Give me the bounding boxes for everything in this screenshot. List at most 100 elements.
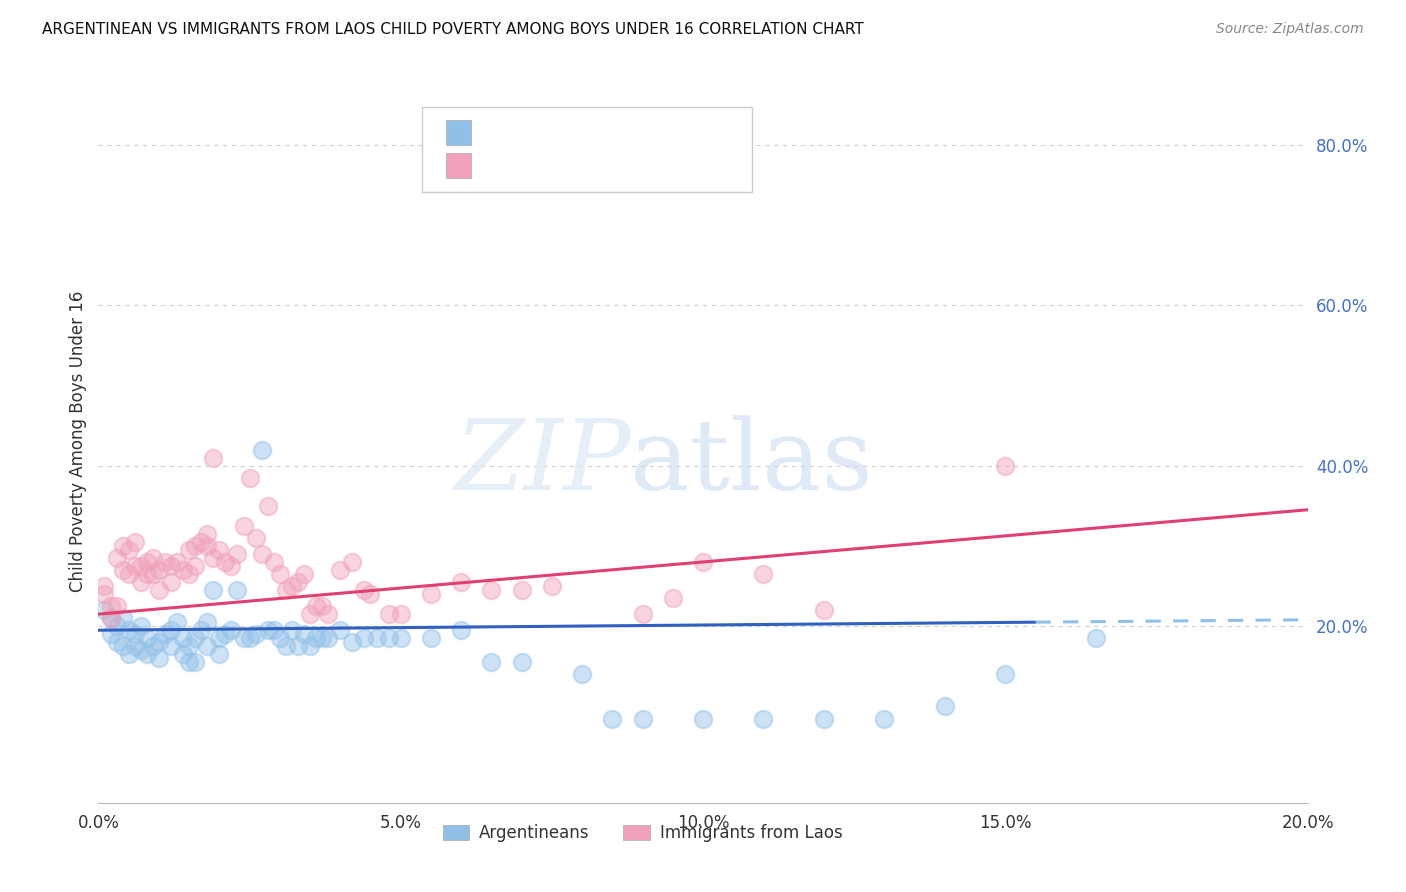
Point bbox=[299, 607, 322, 621]
Point bbox=[269, 632, 291, 646]
Point bbox=[245, 531, 267, 545]
Point bbox=[129, 558, 152, 573]
Point bbox=[208, 648, 231, 662]
Point bbox=[221, 623, 243, 637]
Point bbox=[377, 607, 399, 621]
Point bbox=[179, 655, 201, 669]
Point bbox=[135, 648, 157, 662]
Text: Source: ZipAtlas.com: Source: ZipAtlas.com bbox=[1216, 22, 1364, 37]
Point bbox=[752, 712, 775, 726]
Point bbox=[232, 632, 254, 646]
Point bbox=[142, 567, 165, 582]
Point bbox=[631, 607, 654, 621]
Point bbox=[111, 611, 134, 625]
Point bbox=[481, 583, 503, 598]
Point bbox=[214, 555, 236, 569]
Point bbox=[263, 555, 285, 569]
Point bbox=[179, 567, 201, 582]
Point bbox=[124, 558, 146, 573]
Point bbox=[420, 632, 443, 646]
Point bbox=[160, 623, 183, 637]
Text: 60: 60 bbox=[634, 157, 657, 175]
Point bbox=[450, 574, 472, 589]
Point bbox=[184, 632, 207, 646]
Point bbox=[342, 635, 364, 649]
Text: 0.016: 0.016 bbox=[522, 124, 572, 142]
Point bbox=[105, 551, 128, 566]
Point bbox=[111, 639, 134, 653]
Point bbox=[692, 712, 714, 726]
Point bbox=[353, 632, 375, 646]
Point bbox=[450, 623, 472, 637]
Point bbox=[93, 587, 115, 601]
Point bbox=[329, 563, 352, 577]
Point bbox=[510, 583, 533, 598]
Point bbox=[160, 558, 183, 573]
Point bbox=[281, 623, 304, 637]
Point bbox=[118, 648, 141, 662]
Point bbox=[160, 639, 183, 653]
Point bbox=[602, 712, 624, 726]
Point bbox=[202, 551, 225, 566]
Point bbox=[148, 563, 170, 577]
Point bbox=[148, 635, 170, 649]
Point bbox=[571, 667, 593, 681]
Point bbox=[316, 607, 339, 621]
Point bbox=[281, 579, 304, 593]
Point bbox=[142, 639, 165, 653]
Text: ARGENTINEAN VS IMMIGRANTS FROM LAOS CHILD POVERTY AMONG BOYS UNDER 16 CORRELATIO: ARGENTINEAN VS IMMIGRANTS FROM LAOS CHIL… bbox=[42, 22, 863, 37]
Point bbox=[813, 712, 835, 726]
Point bbox=[153, 627, 176, 641]
Point bbox=[239, 632, 262, 646]
Point bbox=[190, 623, 212, 637]
Point bbox=[195, 639, 218, 653]
Point bbox=[239, 470, 262, 484]
Point bbox=[269, 567, 291, 582]
Point bbox=[311, 632, 333, 646]
Point bbox=[124, 534, 146, 549]
Text: ZIP: ZIP bbox=[454, 416, 630, 511]
Point bbox=[377, 632, 399, 646]
Point bbox=[148, 651, 170, 665]
Legend: Argentineans, Immigrants from Laos: Argentineans, Immigrants from Laos bbox=[436, 817, 849, 848]
Point bbox=[510, 655, 533, 669]
Point bbox=[232, 518, 254, 533]
Point bbox=[250, 442, 273, 457]
Point bbox=[105, 619, 128, 633]
Text: R =: R = bbox=[482, 124, 522, 142]
Point bbox=[208, 632, 231, 646]
Point bbox=[389, 632, 412, 646]
Text: N =: N = bbox=[583, 157, 636, 175]
Point bbox=[111, 563, 134, 577]
Point bbox=[184, 539, 207, 553]
Text: 0.197: 0.197 bbox=[522, 157, 574, 175]
Point bbox=[93, 603, 115, 617]
Point bbox=[100, 599, 122, 614]
Text: atlas: atlas bbox=[630, 416, 873, 511]
Point bbox=[263, 623, 285, 637]
Point bbox=[274, 639, 297, 653]
Point bbox=[256, 499, 278, 513]
Point bbox=[142, 551, 165, 566]
Point bbox=[752, 567, 775, 582]
Point bbox=[873, 712, 896, 726]
Point bbox=[661, 591, 683, 606]
Text: 60: 60 bbox=[634, 124, 657, 142]
Point bbox=[305, 599, 328, 614]
Text: R =: R = bbox=[482, 157, 522, 175]
Point bbox=[1085, 632, 1108, 646]
Point bbox=[389, 607, 412, 621]
Point bbox=[129, 643, 152, 657]
Point bbox=[994, 458, 1017, 473]
Point bbox=[420, 587, 443, 601]
Point bbox=[256, 623, 278, 637]
Point bbox=[100, 627, 122, 641]
Point bbox=[329, 623, 352, 637]
Point bbox=[172, 632, 194, 646]
Point bbox=[214, 627, 236, 641]
Text: N =: N = bbox=[583, 124, 636, 142]
Point bbox=[166, 615, 188, 630]
Point bbox=[226, 583, 249, 598]
Point bbox=[540, 579, 562, 593]
Y-axis label: Child Poverty Among Boys Under 16: Child Poverty Among Boys Under 16 bbox=[69, 291, 87, 592]
